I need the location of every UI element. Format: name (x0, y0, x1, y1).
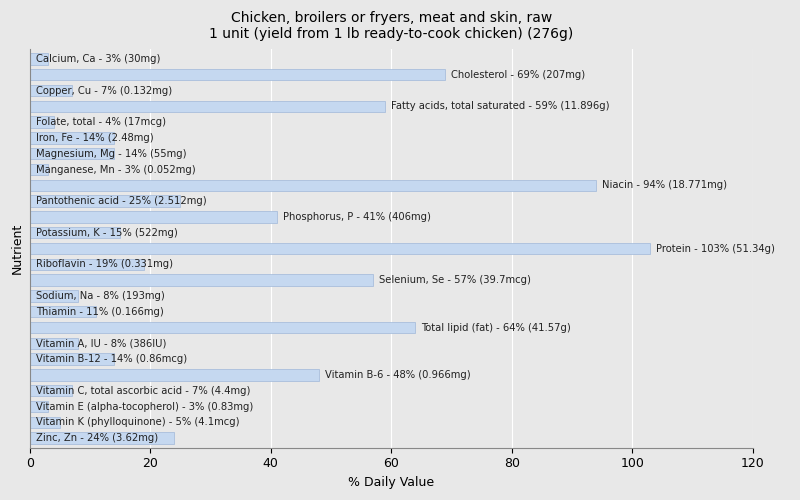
Text: Fatty acids, total saturated - 59% (11.896g): Fatty acids, total saturated - 59% (11.8… (391, 102, 610, 112)
Bar (30, 354, 114, 365)
Text: Pantothenic acid - 25% (2.512mg): Pantothenic acid - 25% (2.512mg) (36, 196, 206, 206)
Bar (30, 243, 650, 254)
Text: Cholesterol - 69% (207mg): Cholesterol - 69% (207mg) (451, 70, 586, 80)
Bar (30, 196, 180, 207)
Text: Iron, Fe - 14% (2.48mg): Iron, Fe - 14% (2.48mg) (36, 133, 154, 143)
Text: Manganese, Mn - 3% (0.052mg): Manganese, Mn - 3% (0.052mg) (36, 164, 195, 174)
Text: Selenium, Se - 57% (39.7mcg): Selenium, Se - 57% (39.7mcg) (379, 275, 531, 285)
Bar (30, 227, 120, 238)
X-axis label: % Daily Value: % Daily Value (348, 476, 434, 489)
Text: Niacin - 94% (18.771mg): Niacin - 94% (18.771mg) (602, 180, 727, 190)
Bar (30, 100, 385, 112)
Bar (30, 385, 72, 396)
Bar (30, 258, 144, 270)
Bar (30, 432, 174, 444)
Title: Chicken, broilers or fryers, meat and skin, raw
1 unit (yield from 1 lb ready-to: Chicken, broilers or fryers, meat and sk… (209, 11, 574, 42)
Text: Zinc, Zn - 24% (3.62mg): Zinc, Zn - 24% (3.62mg) (36, 433, 158, 443)
Text: Vitamin E (alpha-tocopherol) - 3% (0.83mg): Vitamin E (alpha-tocopherol) - 3% (0.83m… (36, 402, 253, 411)
Bar (30, 180, 596, 191)
Text: Folate, total - 4% (17mcg): Folate, total - 4% (17mcg) (36, 117, 166, 127)
Text: Vitamin K (phylloquinone) - 5% (4.1mcg): Vitamin K (phylloquinone) - 5% (4.1mcg) (36, 418, 239, 428)
Bar (30, 85, 72, 96)
Bar (30, 53, 48, 64)
Bar (30, 132, 114, 143)
Text: Vitamin B-12 - 14% (0.86mcg): Vitamin B-12 - 14% (0.86mcg) (36, 354, 187, 364)
Text: Sodium, Na - 8% (193mg): Sodium, Na - 8% (193mg) (36, 291, 165, 301)
Bar (30, 306, 96, 318)
Bar (30, 148, 114, 160)
Y-axis label: Nutrient: Nutrient (11, 223, 24, 274)
Bar (30, 401, 48, 412)
Text: Potassium, K - 15% (522mg): Potassium, K - 15% (522mg) (36, 228, 178, 237)
Text: Phosphorus, P - 41% (406mg): Phosphorus, P - 41% (406mg) (282, 212, 430, 222)
Bar (30, 274, 373, 286)
Text: Thiamin - 11% (0.166mg): Thiamin - 11% (0.166mg) (36, 306, 163, 316)
Bar (30, 416, 60, 428)
Bar (30, 116, 54, 128)
Text: Vitamin B-6 - 48% (0.966mg): Vitamin B-6 - 48% (0.966mg) (325, 370, 470, 380)
Bar (30, 69, 446, 80)
Bar (30, 338, 78, 349)
Text: Protein - 103% (51.34g): Protein - 103% (51.34g) (656, 244, 775, 254)
Bar (30, 369, 319, 380)
Text: Magnesium, Mg - 14% (55mg): Magnesium, Mg - 14% (55mg) (36, 148, 186, 158)
Text: Total lipid (fat) - 64% (41.57g): Total lipid (fat) - 64% (41.57g) (422, 322, 571, 332)
Bar (30, 290, 78, 302)
Bar (30, 211, 277, 222)
Text: Vitamin A, IU - 8% (386IU): Vitamin A, IU - 8% (386IU) (36, 338, 166, 348)
Text: Vitamin C, total ascorbic acid - 7% (4.4mg): Vitamin C, total ascorbic acid - 7% (4.4… (36, 386, 250, 396)
Text: Copper, Cu - 7% (0.132mg): Copper, Cu - 7% (0.132mg) (36, 86, 172, 96)
Bar (30, 164, 48, 175)
Text: Riboflavin - 19% (0.331mg): Riboflavin - 19% (0.331mg) (36, 260, 173, 270)
Text: Calcium, Ca - 3% (30mg): Calcium, Ca - 3% (30mg) (36, 54, 160, 64)
Bar (30, 322, 415, 333)
